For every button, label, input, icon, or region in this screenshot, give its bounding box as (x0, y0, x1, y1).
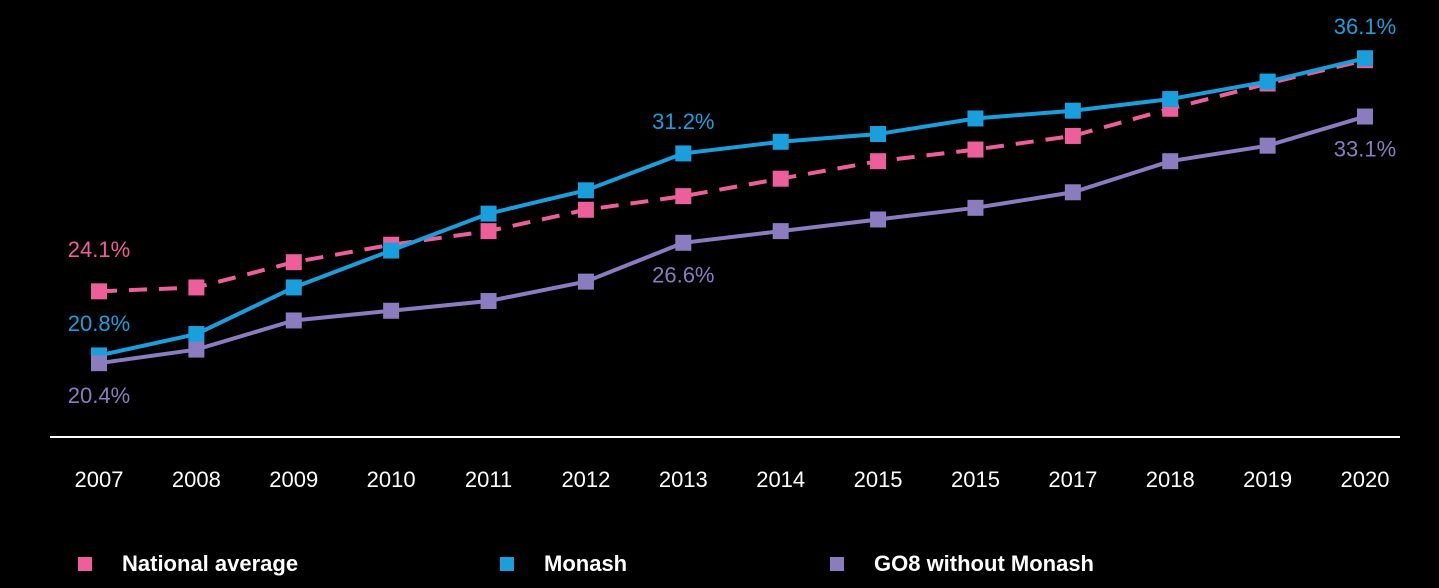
point-marker (383, 302, 400, 319)
point-marker (285, 312, 302, 329)
point-marker (91, 355, 107, 372)
point-marker (577, 273, 594, 290)
point-marker (91, 283, 107, 300)
point-marker (480, 293, 497, 310)
data-label: 31.2% (652, 109, 714, 134)
point-marker (967, 110, 984, 127)
point-marker (675, 188, 692, 205)
point-marker (285, 279, 302, 296)
x-tick-label: 2007 (75, 467, 124, 492)
series-line (98, 58, 1366, 294)
x-tick-label: 2008 (172, 467, 221, 492)
x-tick-label: 2018 (1146, 467, 1195, 492)
point-marker (188, 279, 205, 296)
point-marker (967, 141, 984, 158)
x-tick-label: 2014 (756, 467, 805, 492)
point-marker (1357, 108, 1373, 125)
point-marker (383, 242, 400, 259)
point-marker (870, 153, 887, 170)
point-marker (1357, 50, 1373, 67)
x-tick-label: 2013 (659, 467, 708, 492)
point-marker (480, 223, 497, 240)
point-marker (772, 170, 789, 187)
series-line (98, 114, 1366, 366)
data-label: 20.8% (68, 311, 130, 336)
point-marker (1162, 91, 1179, 108)
point-marker (870, 211, 887, 228)
point-marker (188, 341, 205, 358)
x-tick-label: 2017 (1048, 467, 1097, 492)
x-tick-label: 2011 (465, 467, 512, 492)
point-marker (870, 126, 887, 143)
x-tick-label: 2010 (367, 467, 416, 492)
point-marker (285, 254, 302, 271)
point-marker (772, 133, 789, 150)
point-marker (675, 234, 692, 251)
point-marker (1259, 137, 1276, 154)
x-tick-label: 2015 (854, 467, 903, 492)
legend-label: Monash (544, 551, 627, 576)
point-marker (577, 182, 594, 199)
data-label: 33.1% (1334, 136, 1396, 161)
point-marker (480, 205, 497, 222)
data-label: 36.1% (1334, 14, 1396, 39)
point-marker (1064, 102, 1081, 119)
legend-swatch (830, 557, 844, 571)
legend-label: National average (122, 551, 298, 576)
point-marker (1064, 127, 1081, 144)
point-marker (772, 223, 789, 240)
data-label: 20.4% (68, 383, 130, 408)
x-tick-label: 2012 (561, 467, 610, 492)
x-tick-label: 2019 (1243, 467, 1292, 492)
data-label: 26.6% (652, 263, 714, 288)
point-marker (967, 199, 984, 216)
legend-label: GO8 without Monash (874, 551, 1094, 576)
point-marker (188, 326, 205, 343)
legend-swatch (500, 557, 514, 571)
series-line (98, 56, 1366, 358)
data-label: 24.1% (68, 237, 130, 262)
point-marker (675, 145, 692, 162)
x-tick-label: 2015 (951, 467, 1000, 492)
x-tick-label: 2009 (269, 467, 318, 492)
point-marker (1259, 73, 1276, 90)
x-tick-label: 2020 (1341, 467, 1390, 492)
point-marker (1162, 153, 1179, 170)
point-marker (577, 201, 594, 218)
legend-swatch (78, 557, 92, 571)
point-marker (1064, 184, 1081, 201)
